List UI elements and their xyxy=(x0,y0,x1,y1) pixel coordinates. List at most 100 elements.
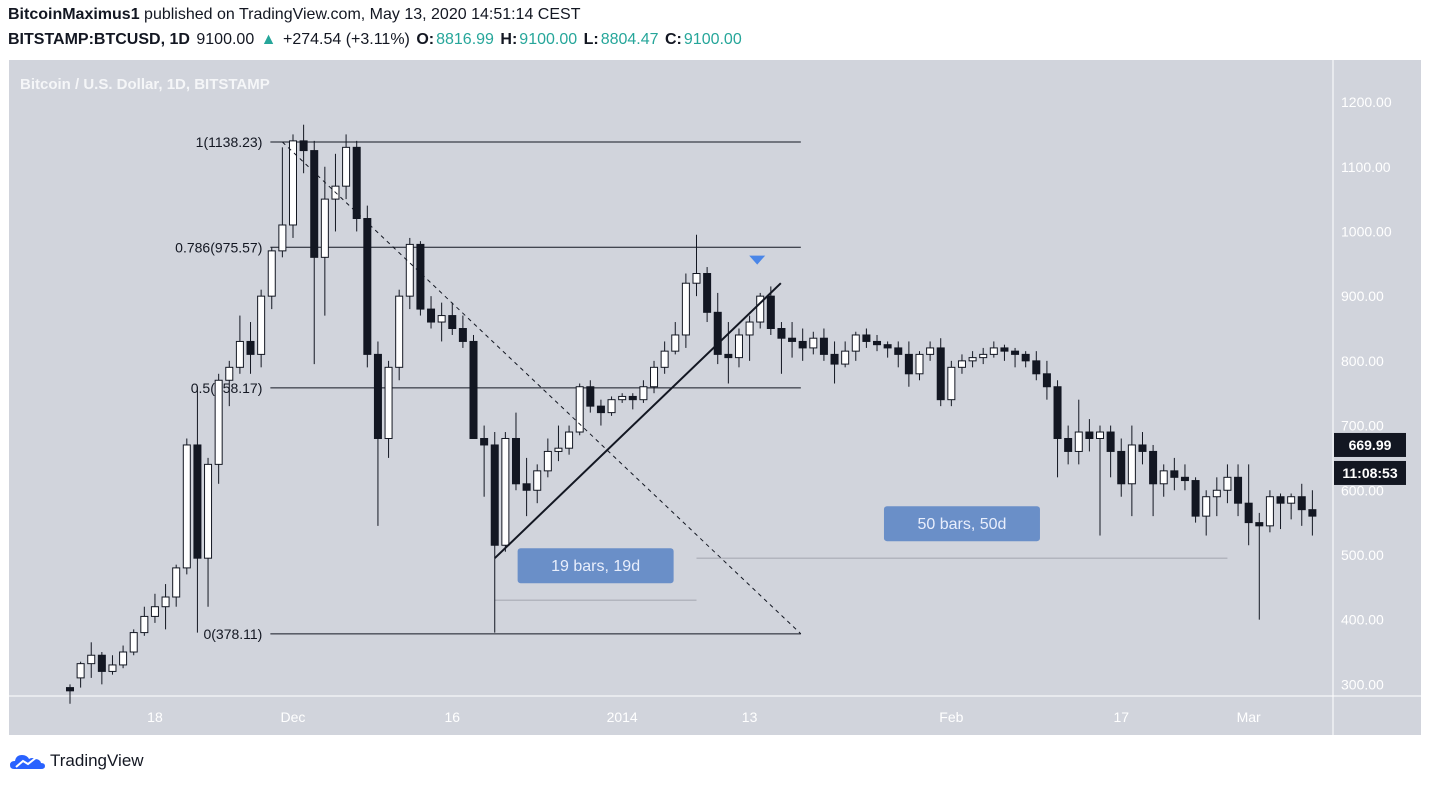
candle-bull xyxy=(204,463,213,559)
candle-bear xyxy=(299,140,308,152)
date-range-label: 19 bars, 19d xyxy=(551,558,640,575)
candle-bear xyxy=(713,311,722,355)
candle-bear xyxy=(894,347,903,355)
candle-bear xyxy=(1064,437,1073,452)
candle-bear xyxy=(766,295,775,330)
fib-level-label: 1(1138.23) xyxy=(196,134,263,150)
down-arrow-marker-icon[interactable] xyxy=(749,255,766,265)
price-tick-label: 300.00 xyxy=(1341,676,1384,692)
candle-bear xyxy=(1255,522,1264,527)
open-label: O: xyxy=(416,31,435,48)
candle-bear xyxy=(1000,347,1009,352)
tradingview-brand: TradingView xyxy=(50,751,144,770)
candle-bear xyxy=(724,353,733,359)
ohlc-line: BITSTAMP:BTCUSD, 1D 9100.00 ▲ +274.54 (+… xyxy=(8,31,744,49)
candle-bear xyxy=(373,353,382,439)
date-range-box xyxy=(517,548,674,584)
candle-bear xyxy=(1308,509,1317,517)
price-tag-box xyxy=(1334,460,1406,485)
candle-bull xyxy=(278,224,287,252)
price-tick-label: 400.00 xyxy=(1341,612,1384,628)
candle-bear xyxy=(586,386,595,407)
date-range-tools[interactable]: 19 bars, 19d 50 bars, 50d xyxy=(494,506,1228,601)
fib-retracement[interactable]: 1(1138.23) 0.786(975.57) 0.5(758.17) 0(378.… xyxy=(175,134,801,642)
close-label: C: xyxy=(665,31,682,48)
candle-bear xyxy=(97,654,106,672)
published-text: published on TradingView.com, May 13, 20… xyxy=(144,6,581,23)
candle-bear xyxy=(65,687,75,692)
candle-bear xyxy=(1042,373,1051,388)
time-axis[interactable]: 18 Dec 16 2014 13 Feb 17 Mar xyxy=(147,709,1261,725)
tradingview-logo[interactable]: TradingView xyxy=(10,750,144,772)
candle-bull xyxy=(1202,496,1211,517)
candle-bull xyxy=(650,366,659,388)
candle-bear xyxy=(904,353,913,375)
candle-bull xyxy=(1074,431,1083,452)
author-name[interactable]: BitcoinMaximus1 xyxy=(8,6,140,23)
candle-bull xyxy=(405,243,414,297)
candle-bull xyxy=(575,386,584,433)
candle-bull xyxy=(851,334,860,352)
candle-bull xyxy=(108,664,117,672)
candle-bear xyxy=(1032,360,1041,375)
candle-bear xyxy=(883,344,892,349)
candle-bull xyxy=(384,366,393,439)
open-value: 8816.99 xyxy=(436,31,494,48)
price-tick-label: 700.00 xyxy=(1341,418,1384,434)
last-price: 9100.00 xyxy=(196,31,255,48)
candle-bear xyxy=(448,315,457,330)
candle-bull xyxy=(1265,496,1274,527)
price-tick-label: 800.00 xyxy=(1341,353,1384,369)
candle-bear xyxy=(1106,431,1115,452)
price-tag-box xyxy=(1334,432,1406,457)
ascending-trendline[interactable] xyxy=(494,282,782,559)
candle-bear xyxy=(830,353,839,365)
candle-bull xyxy=(1212,489,1221,498)
time-tick-label: Feb xyxy=(939,709,963,725)
candle-bull xyxy=(671,334,680,352)
candle-bear xyxy=(1276,496,1285,504)
candle-bull xyxy=(1096,431,1105,439)
candle-bear xyxy=(522,483,531,491)
candle-bull xyxy=(214,379,223,465)
candle-bull xyxy=(734,334,743,359)
fib-level-label: 0.5(758.17) xyxy=(191,380,263,396)
price-tag-label: 669.99 xyxy=(1349,437,1392,453)
candle-bull xyxy=(225,366,234,381)
candle-bull xyxy=(543,450,552,472)
candle-bull xyxy=(1127,444,1136,485)
candle-bear xyxy=(1053,386,1062,439)
candle-bull xyxy=(989,347,998,355)
symbol-label: BITSTAMP:BTCUSD, 1D xyxy=(8,31,190,48)
candle-bear xyxy=(1149,450,1158,485)
date-range-box xyxy=(883,506,1040,542)
tradingview-cloud-icon xyxy=(10,755,45,769)
chart-title: Bitcoin / U.S. Dollar, 1D, BITSTAMP xyxy=(20,76,270,93)
candle-bear xyxy=(1170,470,1179,478)
price-tick-label: 1200.00 xyxy=(1341,94,1392,110)
candle-bear xyxy=(788,337,797,342)
candle-bear xyxy=(310,150,319,258)
candle-bull xyxy=(554,447,563,452)
fib-level-label: 0.786(975.57) xyxy=(175,239,262,255)
drawings[interactable] xyxy=(282,141,802,635)
candle-bear xyxy=(1191,480,1200,517)
low-value: 8804.47 xyxy=(600,31,659,48)
candle-bull xyxy=(129,632,138,653)
time-tick-label: 2014 xyxy=(607,709,638,725)
price-change: +274.54 (+3.11%) xyxy=(282,31,410,48)
candle-bear xyxy=(1085,431,1094,439)
candle-bull xyxy=(841,350,850,365)
candle-bull xyxy=(320,198,329,258)
candle-bull xyxy=(660,350,669,368)
candle-bull xyxy=(639,386,648,401)
price-axis[interactable]: 300.00 400.00 500.00 600.00 700.00 800.00 900.… xyxy=(1341,94,1392,692)
candle-bull xyxy=(692,273,701,284)
candle-bear xyxy=(427,308,436,323)
candle-bull xyxy=(565,431,574,449)
close-value: 9100.00 xyxy=(683,31,742,48)
candle-bear xyxy=(862,334,871,342)
fib-trend-dashed-line[interactable] xyxy=(282,141,802,635)
candle-bull xyxy=(437,315,446,323)
